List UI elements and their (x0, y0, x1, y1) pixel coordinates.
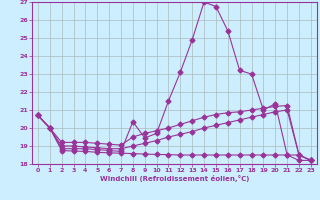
X-axis label: Windchill (Refroidissement éolien,°C): Windchill (Refroidissement éolien,°C) (100, 175, 249, 182)
